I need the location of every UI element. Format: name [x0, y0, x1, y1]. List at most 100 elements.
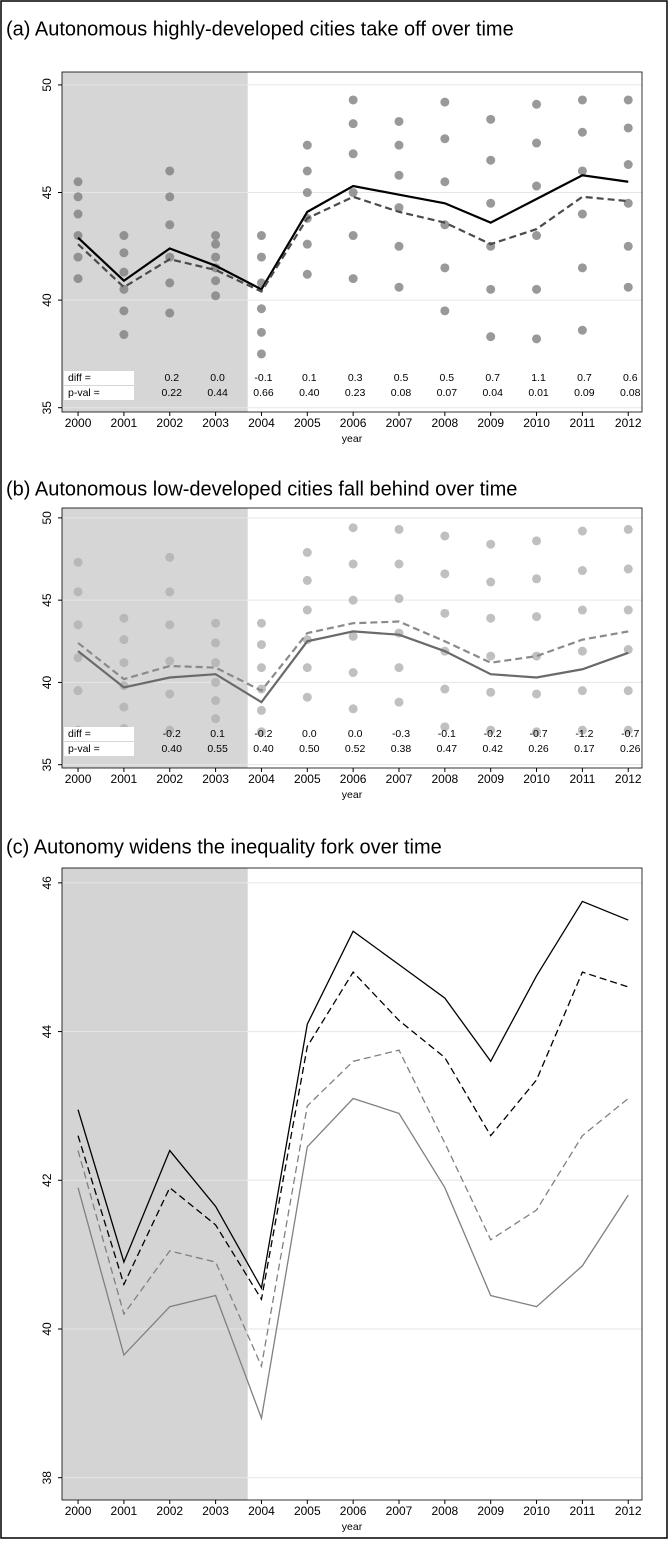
row-value: 0.08 — [391, 387, 412, 399]
scatter-point — [302, 166, 312, 176]
x-tick-label: 2000 — [65, 416, 92, 430]
scatter-point — [119, 635, 129, 645]
x-tick-label: 2011 — [569, 772, 595, 786]
scatter-point — [440, 684, 450, 694]
scatter-point — [532, 574, 542, 584]
scatter-point — [623, 160, 633, 170]
series-line — [77, 630, 629, 704]
scatter-point — [486, 577, 496, 587]
row-value: 0.09 — [574, 387, 595, 399]
series-line — [77, 620, 629, 693]
scatter-point — [623, 725, 633, 735]
row-value: 0.52 — [345, 743, 366, 755]
scatter-point — [394, 524, 404, 534]
scatter-point — [165, 725, 175, 735]
scatter-point — [211, 658, 221, 668]
scatter-point — [211, 696, 221, 706]
x-tick-label: 2002 — [156, 772, 183, 786]
scatter-point — [394, 116, 404, 126]
scatter-point — [440, 531, 450, 541]
x-tick-label: 2006 — [340, 772, 367, 786]
x-tick-label: 2009 — [477, 416, 504, 430]
scatter-point — [211, 231, 221, 241]
scatter-point — [532, 727, 542, 737]
scatter-point — [211, 677, 221, 687]
scatter-point — [577, 605, 587, 615]
row-value: 0.0 — [348, 728, 363, 740]
series-line — [77, 195, 629, 293]
scatter-point — [348, 149, 358, 159]
x-tick-label: 2003 — [202, 1504, 229, 1518]
x-tick-label: 2011 — [569, 1504, 595, 1518]
row-value: -0.7 — [621, 728, 639, 740]
x-tick-label: 2012 — [615, 1504, 642, 1518]
scatter-point — [577, 263, 587, 273]
y-tick-label: 42 — [40, 1173, 54, 1187]
x-tick-label: 2001 — [111, 416, 138, 430]
series-line — [77, 971, 629, 1302]
x-tick-label: 2010 — [523, 772, 550, 786]
scatter-point — [394, 203, 404, 213]
scatter-point — [302, 692, 312, 702]
y-tick-label: 50 — [40, 78, 54, 92]
scatter-point — [165, 220, 175, 230]
scatter-point — [577, 127, 587, 137]
scatter-point — [302, 575, 312, 585]
row-value: -0.3 — [392, 728, 410, 740]
panel-title: (c) Autonomy widens the inequality fork … — [6, 836, 442, 858]
x-axis-label: year — [342, 789, 363, 801]
y-tick-label: 38 — [40, 1471, 54, 1485]
y-tick-label: 40 — [40, 293, 54, 307]
scatter-point — [302, 239, 312, 249]
y-tick-label: 40 — [40, 675, 54, 689]
scatter-point — [73, 587, 83, 597]
scatter-point — [119, 306, 129, 316]
scatter-point — [577, 566, 587, 576]
x-tick-label: 2007 — [386, 772, 413, 786]
scatter-point — [440, 608, 450, 618]
scatter-point — [256, 618, 266, 628]
scatter-point — [623, 95, 633, 105]
x-tick-label: 2001 — [111, 772, 138, 786]
row-value: 0.26 — [620, 743, 641, 755]
scatter-point — [623, 198, 633, 208]
series-line — [77, 900, 629, 1291]
scatter-point — [440, 177, 450, 187]
row-label-box — [64, 386, 134, 400]
scatter-point — [577, 686, 587, 696]
scatter-point — [165, 552, 175, 562]
scatter-point — [256, 231, 266, 241]
scatter-point — [119, 231, 129, 241]
scatter-point — [623, 241, 633, 251]
scatter-point — [394, 241, 404, 251]
scatter-point — [623, 564, 633, 574]
row-label: p-val = — [68, 743, 100, 755]
scatter-point — [119, 702, 129, 712]
scatter-point — [486, 651, 496, 661]
row-value: -0.2 — [484, 728, 502, 740]
row-value: 0.44 — [207, 387, 228, 399]
scatter-point — [394, 663, 404, 673]
scatter-point — [394, 697, 404, 707]
scatter-point — [623, 123, 633, 133]
scatter-point — [532, 689, 542, 699]
x-tick-label: 2008 — [431, 772, 458, 786]
scatter-point — [73, 252, 83, 262]
scatter-point — [394, 594, 404, 604]
row-value: 0.66 — [253, 387, 274, 399]
scatter-point — [302, 663, 312, 673]
x-tick-label: 2005 — [294, 772, 321, 786]
row-value: 0.1 — [302, 372, 317, 384]
y-tick-label: 35 — [40, 758, 54, 772]
row-label-box — [64, 727, 134, 741]
scatter-point — [577, 95, 587, 105]
row-value: 0.01 — [528, 387, 549, 399]
row-value: 0.2 — [164, 372, 179, 384]
scatter-point — [165, 587, 175, 597]
scatter-point — [394, 559, 404, 569]
scatter-point — [73, 274, 83, 284]
y-tick-label: 45 — [40, 593, 54, 607]
scatter-point — [486, 114, 496, 124]
scatter-point — [73, 620, 83, 630]
row-value: -0.2 — [163, 728, 181, 740]
